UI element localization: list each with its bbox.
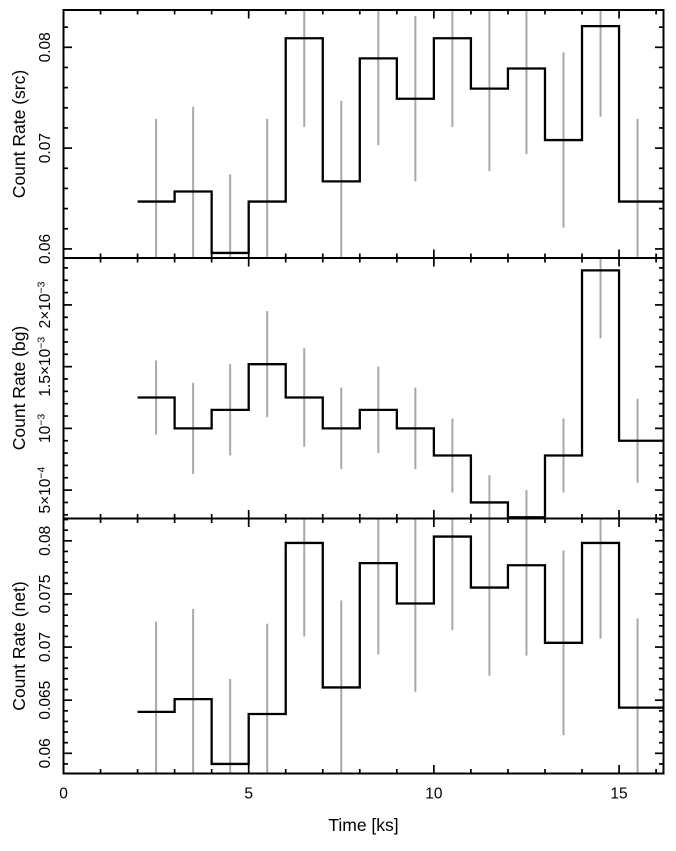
ticks-net <box>62 518 664 774</box>
y-tick-label-src: 0.07 <box>37 133 54 163</box>
step-line-src <box>137 24 664 255</box>
y-tick-label-src: 0.08 <box>37 32 54 62</box>
x-tick-labels: 0 5 10 15 <box>59 786 627 803</box>
frame-net <box>62 517 665 775</box>
y-tick-label-bg: 1.5×10−3 <box>36 337 55 397</box>
y-tick-label-net: 0.06 <box>37 738 54 768</box>
ticks-bg <box>62 258 664 519</box>
step-line-net <box>137 535 664 766</box>
y-tick-label-net: 0.075 <box>37 575 54 614</box>
y-axis-title-bg: Count Rate (bg) <box>9 326 29 451</box>
x-tick-label: 15 <box>610 786 627 803</box>
y-axis-title-net: Count Rate (net) <box>9 581 29 710</box>
x-axis-title: Time [ks] <box>328 815 398 835</box>
errorbars-net <box>155 518 639 774</box>
y-tick-label-net: 0.065 <box>37 681 54 720</box>
panel-net: 0.06 0.065 0.07 0.075 0.08 <box>37 517 665 775</box>
x-tick-label: 10 <box>425 786 443 803</box>
step-line-bg <box>137 269 664 519</box>
y-tick-label-bg: 5×10−4 <box>36 467 55 514</box>
x-tick-label: 5 <box>244 786 253 803</box>
panel-src: 0.06 0.07 0.08 <box>37 9 665 264</box>
y-tick-label-net: 0.08 <box>37 526 54 556</box>
generated-plot-content: 0.06 0.07 0.08 5×10−4 10−3 1.5×10−3 2×10−3 0.06… <box>36 9 665 803</box>
y-axis-title-src: Count Rate (src) <box>9 70 29 198</box>
errorbars-src <box>155 10 639 258</box>
y-tick-label-bg: 2×10−3 <box>36 281 55 328</box>
y-tick-label-bg: 10−3 <box>36 414 55 443</box>
x-tick-label: 0 <box>59 786 68 803</box>
y-tick-label-net: 0.07 <box>37 632 54 662</box>
y-tick-label-src: 0.06 <box>37 234 54 264</box>
